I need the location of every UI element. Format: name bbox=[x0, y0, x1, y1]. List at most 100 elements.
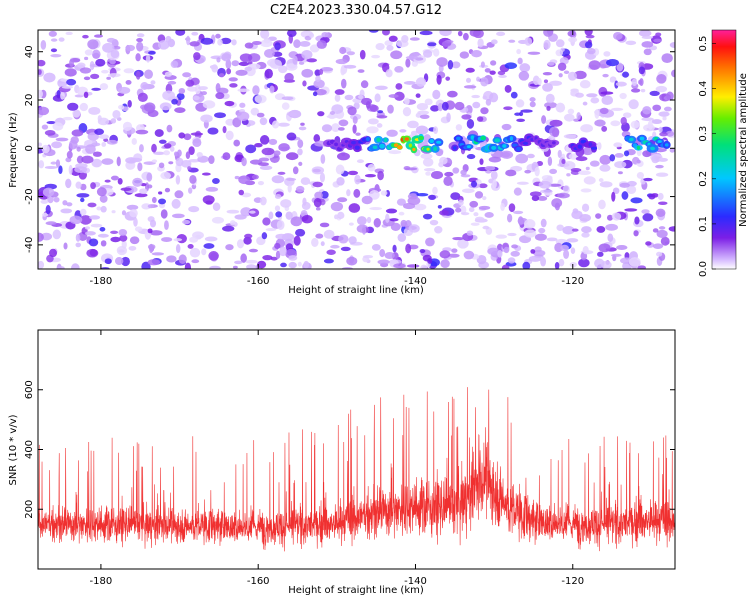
noise-blob bbox=[274, 205, 281, 212]
noise-blob bbox=[475, 179, 482, 185]
noise-blob bbox=[417, 110, 430, 115]
noise-blob bbox=[603, 51, 611, 57]
noise-blob bbox=[607, 233, 614, 242]
noise-blob bbox=[215, 33, 221, 39]
noise-blob bbox=[286, 132, 297, 141]
noise-blob bbox=[598, 178, 604, 183]
noise-blob bbox=[368, 30, 379, 33]
noise-blob bbox=[79, 67, 92, 74]
noise-blob bbox=[288, 255, 298, 261]
noise-blob bbox=[135, 70, 141, 80]
noise-blob bbox=[605, 223, 618, 231]
noise-blob bbox=[147, 204, 155, 209]
noise-blob bbox=[594, 258, 605, 269]
noise-blob bbox=[385, 208, 398, 214]
noise-blob bbox=[566, 173, 571, 177]
colorbar-label: Normalized spectral amplitude bbox=[738, 73, 749, 227]
noise-blob bbox=[614, 161, 627, 169]
noise-blob bbox=[599, 64, 607, 69]
snr-y-tick-label: 400 bbox=[24, 440, 35, 459]
noise-blob bbox=[641, 41, 654, 48]
noise-blob bbox=[652, 228, 659, 233]
noise-blob bbox=[136, 33, 145, 38]
noise-blob bbox=[91, 158, 102, 168]
noise-blob bbox=[157, 40, 170, 50]
noise-blob bbox=[94, 34, 103, 38]
noise-blob bbox=[178, 132, 186, 139]
noise-blob bbox=[244, 66, 253, 72]
noise-blob bbox=[584, 41, 593, 49]
noise-blob bbox=[655, 32, 662, 37]
noise-blob bbox=[106, 37, 116, 43]
noise-blob bbox=[382, 30, 390, 36]
noise-blob bbox=[64, 68, 77, 77]
noise-blob bbox=[330, 201, 344, 212]
noise-blob bbox=[439, 210, 449, 216]
noise-blob bbox=[173, 151, 179, 157]
noise-blob bbox=[114, 257, 124, 266]
spectrogram-x-label: Height of straight line (km) bbox=[288, 285, 424, 296]
noise-blob bbox=[425, 171, 431, 176]
snr-y-ticks: 200 400 600 bbox=[24, 380, 675, 519]
signal-blob-core bbox=[433, 146, 438, 152]
noise-blob bbox=[66, 150, 73, 159]
noise-blob bbox=[439, 250, 451, 259]
noise-blob bbox=[225, 130, 234, 141]
noise-blob bbox=[606, 59, 620, 67]
noise-blob bbox=[309, 32, 315, 38]
noise-blob bbox=[366, 126, 379, 134]
spectrogram-panel: -180 -160 -140 -120 -40 -20 0 20 40 Height of s… bbox=[8, 29, 676, 296]
signal-blob-core bbox=[376, 137, 381, 143]
noise-blob bbox=[71, 263, 80, 269]
noise-blob bbox=[81, 155, 94, 164]
noise-blob bbox=[455, 207, 462, 213]
noise-blob bbox=[99, 226, 106, 232]
noise-blob bbox=[570, 88, 579, 93]
noise-blob bbox=[274, 42, 281, 51]
noise-blob bbox=[355, 132, 361, 136]
noise-blob bbox=[313, 79, 325, 89]
noise-blob bbox=[540, 218, 547, 228]
noise-blob bbox=[254, 142, 263, 148]
noise-blob bbox=[347, 170, 359, 176]
noise-blob bbox=[631, 78, 638, 87]
snr-x-ticks: -180 -160 -140 -120 bbox=[90, 330, 584, 587]
noise-blob bbox=[72, 109, 81, 118]
noise-blob bbox=[463, 250, 475, 260]
noise-blob bbox=[184, 262, 192, 269]
noise-blob bbox=[204, 236, 218, 242]
noise-blob bbox=[522, 261, 531, 269]
noise-blob bbox=[563, 134, 577, 139]
noise-blob bbox=[356, 159, 365, 164]
colorbar-tick-label: 0.3 bbox=[698, 126, 709, 142]
noise-blob bbox=[125, 80, 132, 85]
noise-blob bbox=[263, 48, 275, 58]
noise-blob bbox=[335, 164, 345, 175]
noise-blob bbox=[135, 53, 141, 62]
noise-blob bbox=[239, 53, 253, 62]
noise-blob bbox=[416, 102, 429, 111]
noise-blob bbox=[479, 158, 484, 165]
noise-blob bbox=[79, 102, 88, 112]
noise-blob bbox=[466, 118, 475, 129]
noise-blob bbox=[625, 40, 637, 46]
noise-blob bbox=[331, 104, 344, 114]
noise-blob bbox=[573, 70, 587, 80]
noise-blob bbox=[298, 126, 307, 131]
noise-blob bbox=[43, 72, 56, 83]
noise-blob bbox=[326, 249, 336, 255]
noise-blob bbox=[527, 51, 541, 55]
noise-blob bbox=[98, 134, 110, 140]
noise-blob bbox=[182, 219, 191, 225]
noise-blob bbox=[425, 237, 435, 247]
noise-blob bbox=[642, 213, 654, 222]
noise-blob bbox=[335, 58, 348, 65]
noise-blob bbox=[107, 73, 121, 78]
noise-blob bbox=[420, 264, 428, 269]
noise-blob bbox=[529, 97, 536, 102]
noise-blob bbox=[465, 77, 472, 83]
noise-blob bbox=[50, 53, 62, 58]
noise-blob bbox=[571, 228, 579, 232]
noise-blob bbox=[599, 154, 611, 165]
noise-blob bbox=[144, 69, 153, 79]
